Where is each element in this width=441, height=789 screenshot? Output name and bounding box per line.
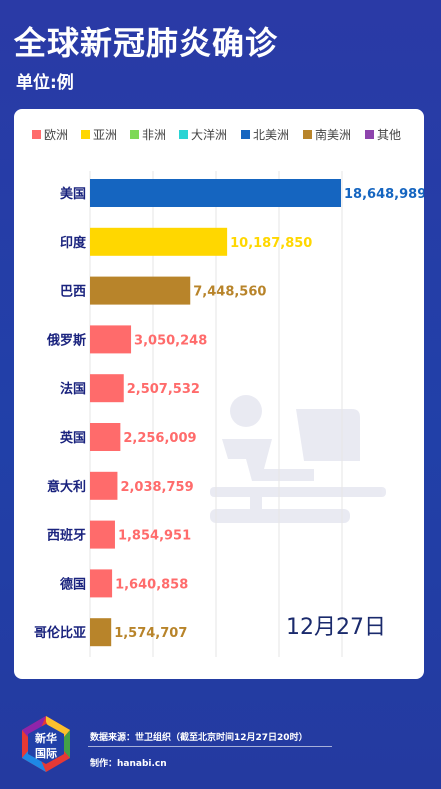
chart-card: 欧洲 亚洲 非洲 大洋洲 北美洲 南美洲 其他 美国 18,648,989 印度 10,187,8… (14, 109, 424, 679)
legend-label: 欧洲 (44, 128, 68, 142)
bar (90, 227, 228, 256)
category-label: 英国 (59, 430, 86, 446)
value-label: 1,854,951 (118, 529, 191, 544)
logo: 新华 国际 (22, 716, 70, 772)
bars: 美国 18,648,989 印度 10,187,850 巴西 7,448,560 俄罗斯 3,… (34, 179, 424, 647)
bar (90, 325, 132, 354)
category-label: 俄罗斯 (46, 332, 86, 348)
divider (88, 746, 332, 747)
legend-label: 其他 (377, 128, 401, 142)
watermark-icon (210, 395, 386, 523)
legend-swatch (81, 130, 90, 139)
unit-label: 单位:例 (16, 73, 74, 93)
legend-label: 南美洲 (315, 127, 351, 142)
legend-swatch (303, 130, 312, 139)
value-label: 1,574,707 (114, 626, 187, 641)
category-label: 哥伦比亚 (34, 625, 86, 641)
legend-swatch (32, 130, 41, 139)
value-label: 2,256,009 (123, 431, 196, 446)
bar (90, 569, 113, 598)
bar (90, 179, 341, 207)
bar (90, 618, 112, 647)
legend-label: 亚洲 (93, 128, 117, 142)
legend-label: 非洲 (142, 128, 166, 142)
date-label: 12月27日 (286, 615, 386, 640)
legend-label: 大洋洲 (191, 127, 227, 142)
value-label: 1,640,858 (115, 577, 188, 592)
logo-text-2: 国际 (35, 746, 57, 760)
category-label: 意大利 (47, 479, 86, 495)
bar (90, 520, 115, 549)
logo-text-1: 新华 (35, 731, 57, 745)
maker-text: 制作：hanabi.cn (90, 759, 167, 769)
source-text: 数据来源：世卫组织（截至北京时间12月27日20时） (90, 733, 308, 743)
category-label: 法国 (60, 381, 86, 397)
bar (90, 276, 191, 305)
legend-swatch (179, 130, 188, 139)
category-label: 西班牙 (47, 528, 86, 544)
category-label: 德国 (60, 576, 86, 592)
legend-swatch (130, 130, 139, 139)
category-label: 巴西 (60, 285, 86, 300)
legend-swatch (365, 130, 374, 139)
value-label: 7,448,560 (193, 285, 266, 300)
value-label: 3,050,248 (134, 333, 207, 348)
value-label: 2,038,759 (120, 480, 193, 495)
legend-swatch (241, 130, 250, 139)
bar (90, 423, 121, 451)
category-label: 印度 (60, 235, 87, 251)
bar (90, 471, 118, 500)
legend-label: 北美洲 (253, 128, 289, 142)
value-label: 2,507,532 (127, 382, 200, 397)
bar-chart: 欧洲 亚洲 非洲 大洋洲 北美洲 南美洲 其他 美国 18,648,989 印度 10,187,8… (32, 127, 424, 657)
legend: 欧洲 亚洲 非洲 大洋洲 北美洲 南美洲 其他 (32, 127, 401, 142)
page-title: 全球新冠肺炎确诊 (14, 24, 279, 62)
value-label: 18,648,989 (344, 187, 424, 202)
value-label: 10,187,850 (230, 236, 312, 251)
category-label: 美国 (60, 186, 86, 202)
bar (90, 374, 124, 403)
